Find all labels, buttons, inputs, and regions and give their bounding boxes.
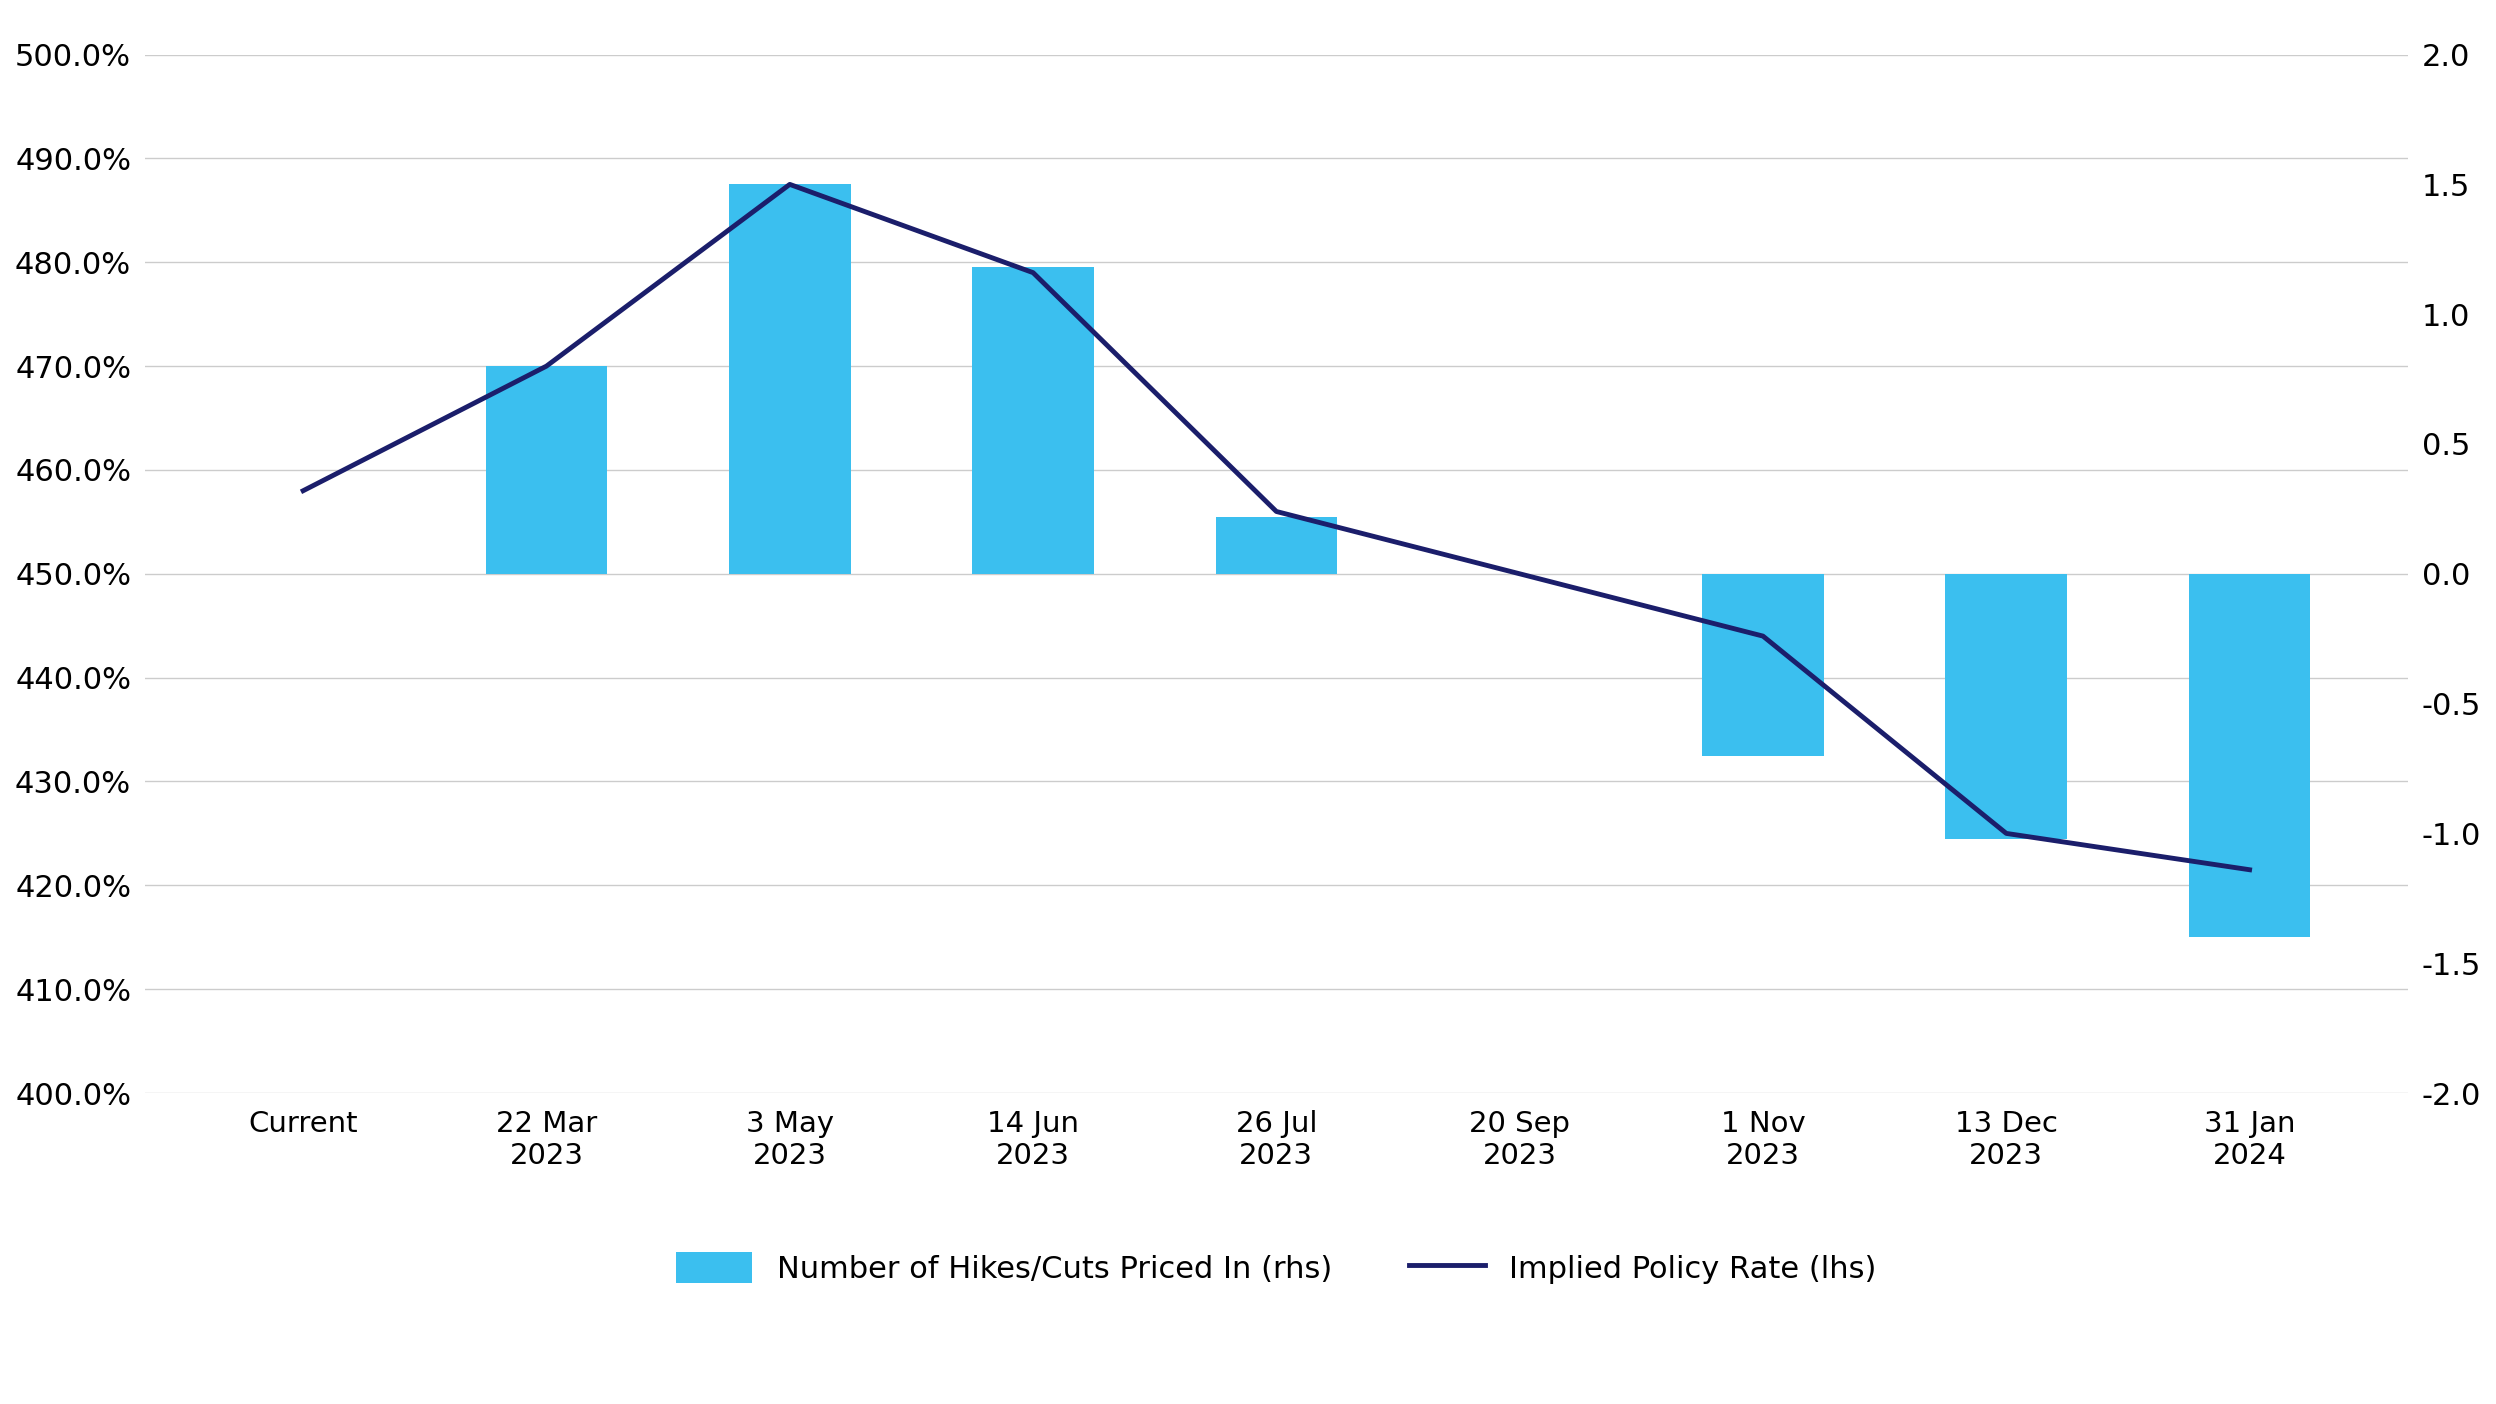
Bar xyxy=(729,184,851,574)
Legend: Number of Hikes/Cuts Priced In (rhs), Implied Policy Rate (lhs): Number of Hikes/Cuts Priced In (rhs), Im… xyxy=(664,1240,1889,1296)
Bar xyxy=(1216,517,1338,574)
Bar xyxy=(1944,574,2067,838)
Bar xyxy=(2189,574,2311,938)
Bar xyxy=(973,267,1093,574)
Bar xyxy=(487,366,607,574)
Bar xyxy=(1702,574,1825,755)
